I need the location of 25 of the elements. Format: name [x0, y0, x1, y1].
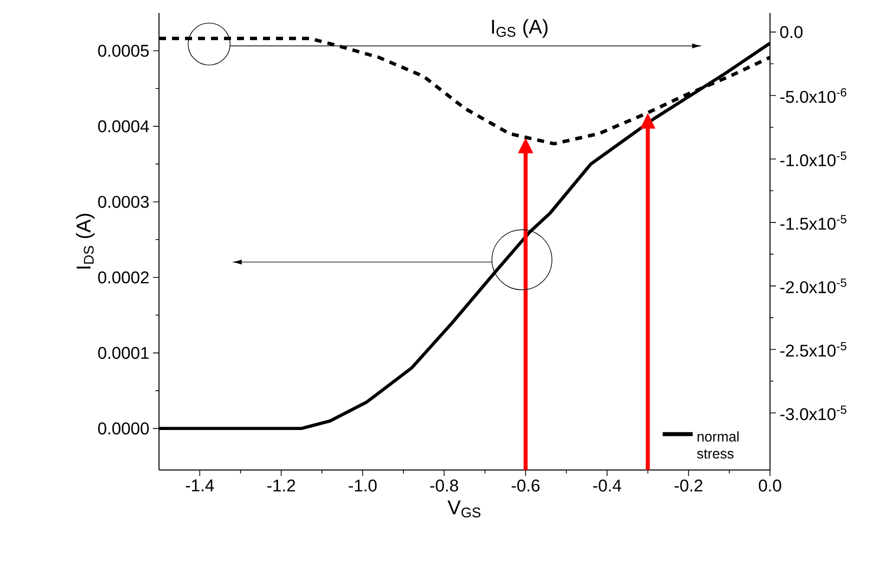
y2-axis-title: I$_{GS}$ (A) — [492, 19, 548, 38]
y-tick-label: 0.0004 — [98, 120, 149, 132]
x-tick-label: -0.2 — [674, 480, 702, 492]
y-tick-label: 0.0001 — [98, 346, 149, 359]
x-axis-title: V$_{GS}$ — [448, 500, 480, 518]
x-tick-label: -1.2 — [267, 480, 295, 492]
x-tick-label: 0.0 — [758, 480, 782, 492]
y-axis-title: I$_{DS}$ (A) — [76, 214, 95, 269]
x-tick-label: -0.8 — [430, 480, 458, 492]
y2-tick-label: -2.5x10$^{-5}$ — [780, 342, 846, 357]
y2-tick-label: -3.0x10$^{-5}$ — [780, 406, 846, 420]
y-tick-label: 0.0005 — [98, 44, 149, 57]
x-tick-label: -1.4 — [186, 480, 214, 492]
y2-tick-label: -1.0x10$^{-5}$ — [780, 152, 846, 166]
x-tick-label: -1.0 — [348, 480, 377, 492]
y2-tick-label: -1.5x10$^{-5}$ — [780, 215, 846, 230]
y-tick-label: 0.0003 — [98, 196, 149, 208]
y-tick-label: 0.0000 — [98, 422, 149, 434]
y-tick-label: 0.0002 — [98, 271, 149, 284]
x-tick-label: -0.6 — [512, 480, 540, 492]
y2-tick-label: -2.0x10$^{-5}$ — [780, 278, 846, 294]
y2-tick-label: -5.0x10$^{-6}$ — [780, 88, 846, 103]
x-tick-label: -0.4 — [593, 480, 622, 492]
y2-tick-label: 0.0 — [780, 26, 803, 38]
legend-label: normal stress — [697, 431, 739, 459]
